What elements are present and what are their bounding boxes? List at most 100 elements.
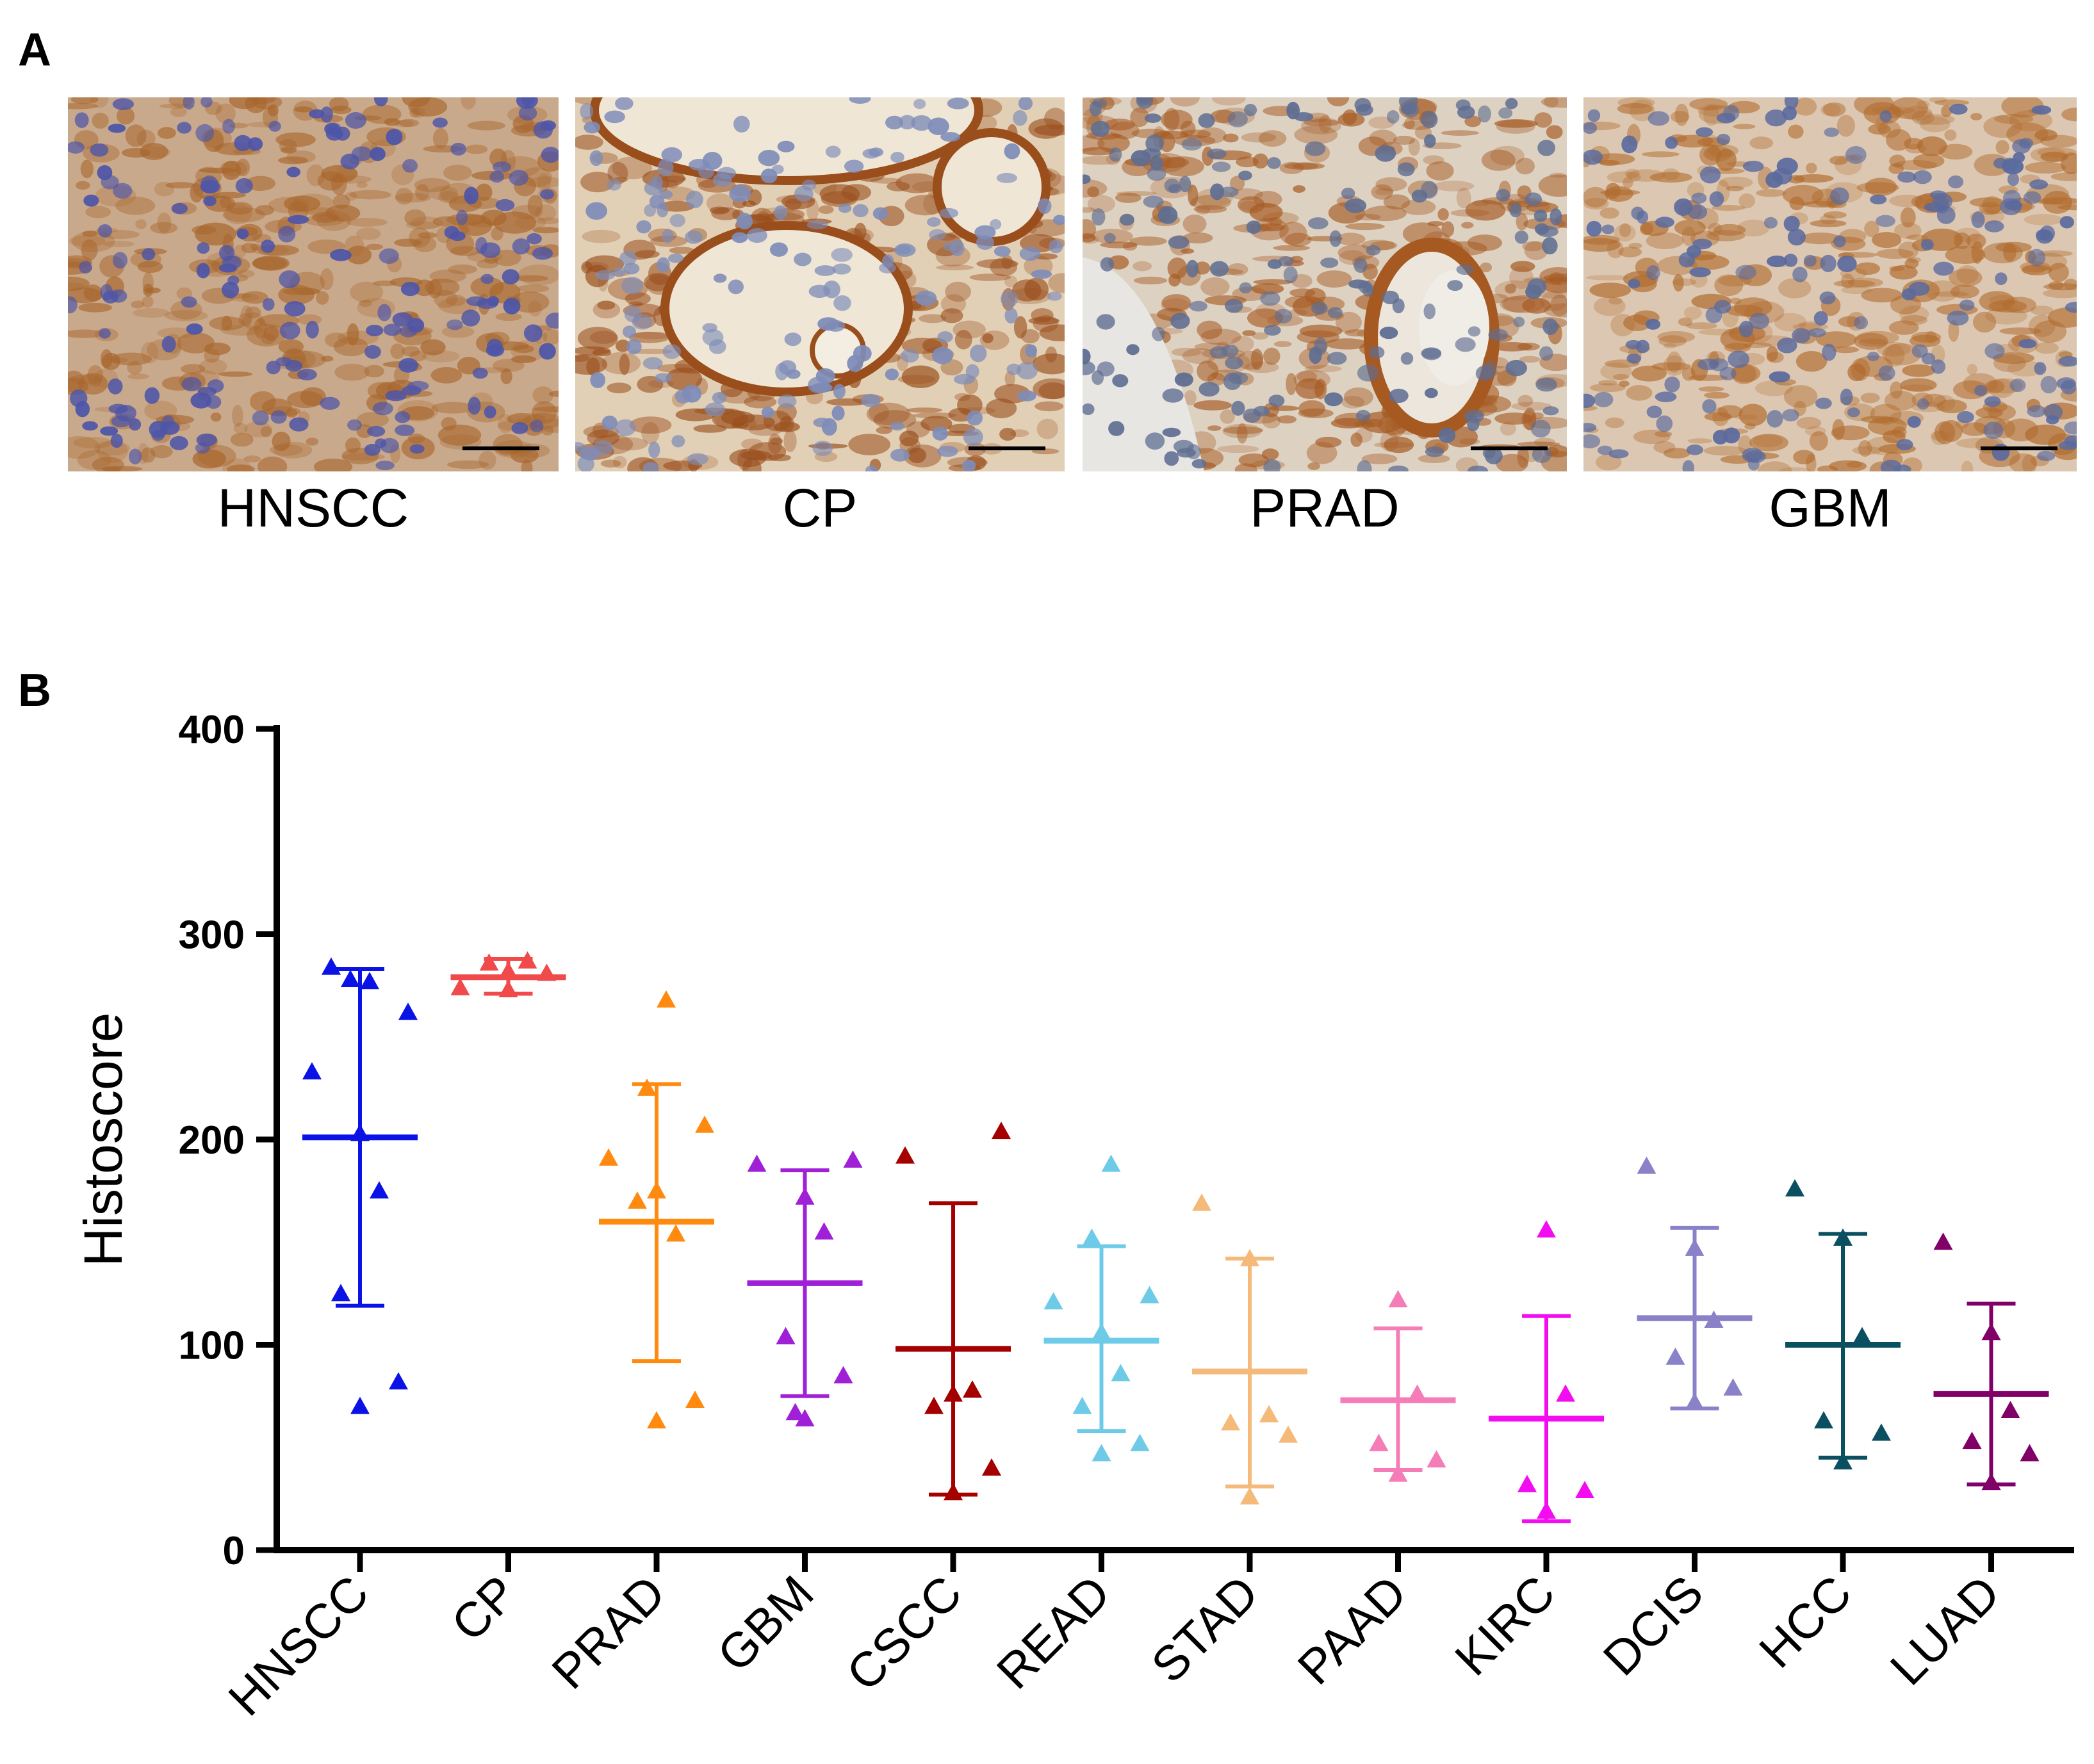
panel-b-label: B xyxy=(18,665,51,716)
micrograph-gbm: GBM xyxy=(1583,97,2077,538)
data-point xyxy=(302,1062,322,1080)
data-point xyxy=(450,977,470,995)
micrograph-label: HNSCC xyxy=(218,478,409,538)
series-cscc xyxy=(896,1122,1011,1501)
data-point xyxy=(944,1384,963,1402)
x-tick-label: GBM xyxy=(707,1565,824,1683)
series-dcis xyxy=(1637,1156,1753,1410)
x-tick-label: READ xyxy=(986,1565,1120,1699)
data-point xyxy=(360,972,379,990)
data-point xyxy=(1704,1311,1724,1328)
data-point xyxy=(814,1222,834,1240)
data-point xyxy=(370,1181,389,1199)
data-point xyxy=(1092,1323,1111,1341)
series-gbm xyxy=(747,1150,863,1426)
data-point xyxy=(2020,1444,2040,1462)
data-point xyxy=(498,961,518,979)
micrograph-label: PRAD xyxy=(1250,478,1399,538)
data-point xyxy=(992,1122,1011,1139)
y-tick-label: 100 xyxy=(179,1324,245,1368)
series-kirc xyxy=(1489,1220,1604,1524)
data-point xyxy=(1388,1464,1408,1482)
data-point xyxy=(1685,1392,1705,1410)
y-tick-label: 200 xyxy=(179,1118,245,1163)
micrograph-hnscc: HNSCC xyxy=(68,97,559,538)
data-point xyxy=(1872,1423,1891,1441)
data-point xyxy=(1140,1286,1159,1303)
panel-a-label: A xyxy=(18,24,51,76)
data-point xyxy=(1962,1432,1982,1450)
data-point xyxy=(896,1146,915,1164)
data-point xyxy=(1517,1474,1537,1492)
data-point xyxy=(1072,1396,1092,1414)
data-point xyxy=(1575,1481,1594,1499)
x-tick-label: PAAD xyxy=(1288,1565,1417,1695)
data-point xyxy=(657,990,676,1008)
x-tick-label: DCIS xyxy=(1593,1565,1714,1686)
data-point xyxy=(331,1284,350,1302)
data-point xyxy=(944,1483,963,1501)
data-point xyxy=(350,1396,370,1414)
data-point xyxy=(924,1396,944,1414)
data-point xyxy=(1240,1248,1259,1266)
data-point xyxy=(498,980,518,998)
data-point xyxy=(599,1148,618,1166)
data-point xyxy=(322,957,341,975)
data-point xyxy=(647,1411,666,1429)
y-axis-ticks: 0 100 200 300 400 xyxy=(179,708,277,1573)
data-point xyxy=(1537,1501,1556,1519)
data-point xyxy=(1814,1411,1833,1429)
data-point xyxy=(1723,1378,1743,1396)
data-point xyxy=(1833,1452,1853,1470)
series-hnscc xyxy=(302,957,418,1414)
y-tick-label: 400 xyxy=(179,708,245,752)
y-tick-label: 0 xyxy=(223,1529,245,1573)
data-point xyxy=(1685,1238,1705,1256)
series-prad xyxy=(599,990,714,1429)
data-point xyxy=(666,1224,685,1242)
x-tick-label: KIRC xyxy=(1445,1565,1566,1686)
data-point xyxy=(963,1380,982,1398)
data-point xyxy=(1043,1292,1063,1310)
data-point xyxy=(1082,1228,1102,1246)
data-point xyxy=(685,1391,705,1409)
y-tick-label: 300 xyxy=(179,913,245,958)
series-paad xyxy=(1340,1289,1456,1482)
data-point xyxy=(1369,1433,1389,1451)
data-point xyxy=(1637,1156,1656,1174)
data-point xyxy=(1130,1433,1150,1451)
data-point xyxy=(1092,1444,1111,1462)
x-tick-label: LUAD xyxy=(1880,1565,2010,1695)
data-point xyxy=(389,1372,408,1390)
series-cp xyxy=(450,951,566,998)
x-tick-label: STAD xyxy=(1141,1565,1269,1693)
data-point xyxy=(398,1002,418,1020)
data-point xyxy=(341,970,360,988)
micrograph-label: GBM xyxy=(1769,478,1891,538)
data-point xyxy=(2000,1401,2020,1419)
micrograph-row: HNSCC CP PRAD GBM xyxy=(68,97,2077,538)
data-point xyxy=(518,951,537,969)
x-tick-label: HNSCC xyxy=(218,1565,379,1726)
series-layer xyxy=(302,951,2049,1524)
data-point xyxy=(1981,1473,2001,1490)
x-tick-label: CP xyxy=(441,1565,528,1652)
data-point xyxy=(1853,1327,1872,1344)
series-stad xyxy=(1192,1193,1307,1505)
data-point xyxy=(1933,1232,1953,1250)
data-point xyxy=(1537,1220,1556,1238)
data-point xyxy=(1221,1413,1240,1431)
data-point xyxy=(1111,1364,1131,1382)
data-point xyxy=(1192,1193,1211,1211)
histoscore-chart: 0 100 200 300 400 Histoscore HNSCC CP PRAD GBM C… xyxy=(73,708,2074,1726)
data-point xyxy=(695,1115,714,1133)
data-point xyxy=(795,1187,815,1205)
x-tick-label: HCC xyxy=(1749,1565,1862,1679)
data-point xyxy=(833,1366,853,1384)
data-point xyxy=(1240,1487,1259,1505)
series-hcc xyxy=(1785,1179,1901,1470)
data-point xyxy=(1981,1323,2001,1341)
data-point xyxy=(1388,1289,1408,1307)
data-point xyxy=(843,1150,863,1168)
